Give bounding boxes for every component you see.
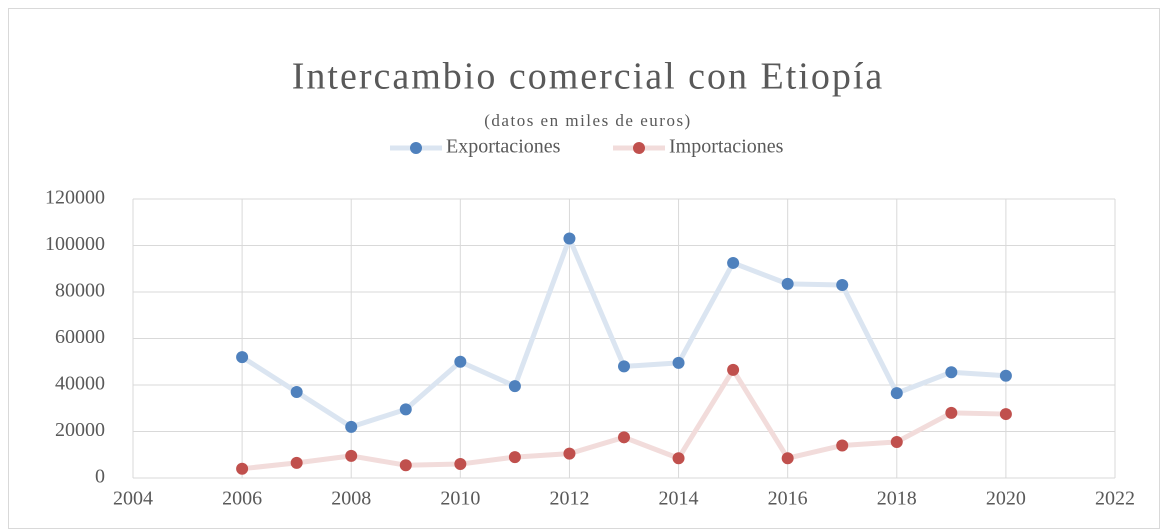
data-point [945,366,958,379]
data-point [399,459,412,472]
x-tick-label: 2008 [331,488,371,510]
data-point [563,447,576,460]
data-point [836,439,849,452]
data-point [290,385,303,398]
y-tick-label: 80000 [55,280,105,302]
legend-marker [410,142,422,154]
data-point [999,369,1012,382]
x-tick-label: 2022 [1095,488,1135,510]
x-tick-label: 2004 [113,488,153,510]
x-tick-label: 2020 [986,488,1026,510]
data-point [508,451,521,464]
x-tick-label: 2006 [222,488,262,510]
x-tick-label: 2016 [768,488,808,510]
data-point [781,277,794,290]
data-point [672,452,685,465]
data-point [836,279,849,292]
data-point [290,456,303,469]
data-point [236,351,249,364]
legend-label: Importaciones [669,136,784,158]
y-tick-label: 120000 [45,187,105,209]
data-point [999,408,1012,421]
data-point [672,356,685,369]
chart-title: Intercambio comercial con Etiopía [292,56,885,98]
legend-marker [633,142,645,154]
data-point [945,406,958,419]
data-point [727,363,740,376]
legend-label: Exportaciones [446,136,561,158]
x-tick-label: 2010 [440,488,480,510]
y-tick-label: 100000 [45,233,105,255]
data-point [618,431,630,444]
chart-subtitle: (datos en miles de euros) [484,111,691,130]
data-point [563,232,576,245]
data-point [618,360,630,373]
x-tick-label: 2012 [549,488,589,510]
data-point [345,420,358,433]
y-tick-label: 40000 [55,373,105,395]
y-tick-label: 20000 [55,419,105,441]
data-point [890,435,903,448]
data-point [399,403,412,416]
data-point [454,355,467,368]
x-tick-label: 2014 [659,488,699,510]
data-point [890,387,903,400]
data-point [236,462,249,475]
data-point [781,452,794,465]
data-point [727,256,740,269]
data-point [454,458,467,471]
x-tick-label: 2018 [877,488,917,510]
y-tick-label: 60000 [55,326,105,348]
data-point [345,449,358,462]
y-tick-label: 0 [95,466,105,488]
data-point [508,380,521,393]
